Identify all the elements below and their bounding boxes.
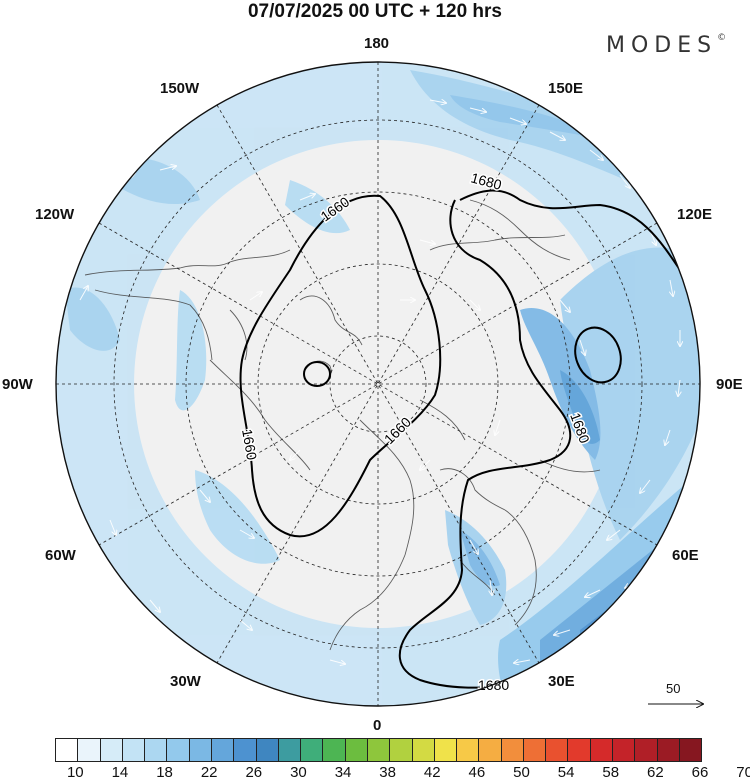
colorbar-cell (568, 739, 591, 761)
colorbar-cell (345, 739, 368, 761)
reference-vector-label: 50 (666, 681, 681, 696)
contour-pole-low (303, 361, 331, 387)
colorbar-tick-label: 66 (691, 764, 709, 781)
colorbar-tick-label: 30 (290, 764, 307, 781)
colorbar (55, 738, 702, 762)
contour-outer-1680 (398, 189, 681, 689)
colorbar-tick-label: 26 (245, 764, 263, 781)
lon-label-120e: 120E (677, 206, 713, 223)
lon-label-90e: 90E (716, 376, 743, 393)
colorbar-cell (523, 739, 547, 761)
colorbar-cell (546, 739, 569, 761)
contours (239, 189, 681, 689)
colorbar-cell (100, 739, 123, 761)
brand-logo: MODES© (606, 33, 727, 58)
colorbar-tick-label: 22 (200, 764, 218, 781)
map-disk (56, 62, 700, 706)
colorbar-tick-label: 42 (423, 764, 441, 781)
colorbar-cell (211, 739, 235, 761)
colorbar-tick-label: 50 (513, 764, 530, 781)
colorbar-tick-label: 38 (379, 764, 396, 781)
colorbar-cell (590, 739, 614, 761)
colorbar-cell (56, 739, 79, 761)
colorbar-tick-label: 34 (334, 764, 352, 781)
lon-label-0: 0 (373, 717, 382, 734)
colorbar-tick-label: 54 (557, 764, 575, 781)
lon-label-180: 180 (364, 35, 390, 52)
colorbar-cell (390, 739, 413, 761)
contour-closed-low (574, 326, 622, 384)
colorbar-cell (679, 739, 702, 761)
colorbar-tick-label: 14 (111, 764, 129, 781)
colorbar-tick-label: 58 (602, 764, 620, 781)
land-background (56, 62, 700, 706)
coastlines (84, 199, 601, 651)
lon-label-120w: 120W (35, 206, 75, 223)
colorbar-cell (256, 739, 279, 761)
colorbar-cell (412, 739, 435, 761)
colorbar-cell (501, 739, 524, 761)
lon-label-150w: 150W (160, 80, 200, 97)
colorbar-cell (278, 739, 302, 761)
colorbar-cell (122, 739, 146, 761)
colorbar-tick-label: 46 (468, 764, 486, 781)
colorbar-tick-label: 62 (647, 764, 664, 781)
lon-label-30e: 30E (548, 673, 575, 690)
colorbar-cell (657, 739, 680, 761)
colorbar-tick-labels: 10 14 18 22 26 30 34 38 42 46 50 54 58 62 66 70 (0, 764, 750, 782)
colorbar-cell (301, 739, 324, 761)
lon-label-60e: 60E (672, 547, 699, 564)
meridians (56, 62, 700, 706)
colorbar-tick-label: 70 (736, 764, 750, 781)
colorbar-tick-label: 10 (66, 764, 84, 781)
lon-label-60w: 60W (45, 547, 76, 564)
colorbar-cell (189, 739, 212, 761)
colorbar-cell (367, 739, 391, 761)
colorbar-cell (145, 739, 168, 761)
colorbar-cell (635, 739, 658, 761)
colorbar-cell (457, 739, 480, 761)
contour-inner-1660 (239, 194, 442, 538)
colorbar-cell (234, 739, 257, 761)
colorbar-cell (78, 739, 101, 761)
colorbar-tick-label: 18 (156, 764, 173, 781)
colorbar-cell (434, 739, 458, 761)
map-title: 07/07/2025 00 UTC + 120 hrs (247, 1, 503, 22)
colorbar-cell (323, 739, 346, 761)
lon-label-30w: 30W (170, 673, 201, 690)
colorbar-cell (167, 739, 190, 761)
wind-vectors (79, 100, 680, 664)
colorbar-cell (613, 739, 636, 761)
lon-label-90w: 90W (2, 376, 33, 393)
latitude-circles (113, 119, 643, 649)
lon-label-150e: 150E (548, 80, 584, 97)
colorbar-cell (479, 739, 502, 761)
map-border (55, 61, 701, 707)
